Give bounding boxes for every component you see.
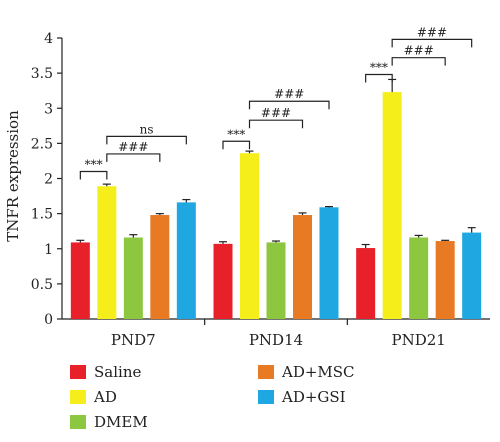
legend-label: DMEM [94, 413, 148, 431]
bar [319, 207, 339, 319]
significance-bracket [248, 119, 304, 129]
y-tick-label: 0 [44, 312, 53, 328]
bar [97, 186, 117, 319]
significance-brackets: *** ### ns *** ### ### *** ### ### [79, 25, 473, 180]
significance-label: ns [140, 122, 154, 136]
significance-bracket [248, 100, 330, 110]
x-axis: PND7 PND14 PND21 [62, 318, 490, 349]
significance-bracket [365, 73, 393, 83]
legend-swatch [258, 390, 274, 404]
y-tick-label: 2.5 [31, 136, 53, 152]
bar [266, 242, 286, 319]
bar [293, 215, 312, 319]
legend-swatch [70, 365, 86, 379]
significance-label: ### [274, 87, 304, 101]
x-category-label: PND14 [249, 331, 303, 349]
significance-label: *** [85, 157, 103, 171]
x-category-label: PND7 [111, 331, 156, 349]
legend-label: AD [93, 388, 117, 406]
bars [70, 78, 482, 319]
x-category-label: PND21 [391, 331, 445, 349]
bar [462, 232, 482, 319]
bar [213, 243, 233, 319]
significance-label: *** [227, 127, 245, 141]
y-tick-label: 3.5 [31, 66, 53, 82]
bar [70, 242, 90, 319]
significance-label: ### [404, 44, 434, 58]
legend-swatch [70, 390, 86, 404]
bar [123, 237, 143, 319]
significance-bracket [106, 135, 187, 145]
significance-bracket [391, 57, 446, 66]
y-tick-label: 1.5 [31, 207, 53, 223]
significance-label: *** [370, 61, 388, 75]
bar [240, 153, 259, 319]
significance-bracket [391, 38, 473, 48]
bar [356, 248, 376, 319]
y-tick-label: 0.5 [31, 277, 53, 293]
y-axis-label: TNFR expression [4, 110, 22, 242]
y-tick-label: 3 [44, 101, 53, 117]
y-axis: 0 0.5 1 1.5 2 2.5 3 3.5 4 [31, 31, 63, 328]
bar [435, 241, 455, 319]
y-tick-label: 4 [44, 31, 53, 47]
significance-label: ### [261, 106, 291, 120]
significance-bracket [222, 140, 251, 150]
y-tick-label: 2 [44, 172, 53, 188]
bar [409, 237, 429, 319]
legend-label: AD+GSI [281, 388, 346, 406]
legend-swatch [70, 415, 86, 429]
significance-label: ### [118, 140, 148, 154]
legend-label: Saline [94, 363, 141, 381]
legend: Saline AD DMEM AD+MSC AD+GSI [70, 363, 355, 431]
significance-bracket [106, 153, 161, 162]
significance-bracket [79, 170, 108, 180]
significance-label: ### [417, 25, 447, 39]
bar [176, 202, 196, 319]
y-tick-label: 1 [44, 242, 53, 258]
legend-label: AD+MSC [281, 363, 355, 381]
bar [382, 92, 402, 319]
bar [150, 215, 170, 319]
legend-swatch [258, 365, 274, 379]
